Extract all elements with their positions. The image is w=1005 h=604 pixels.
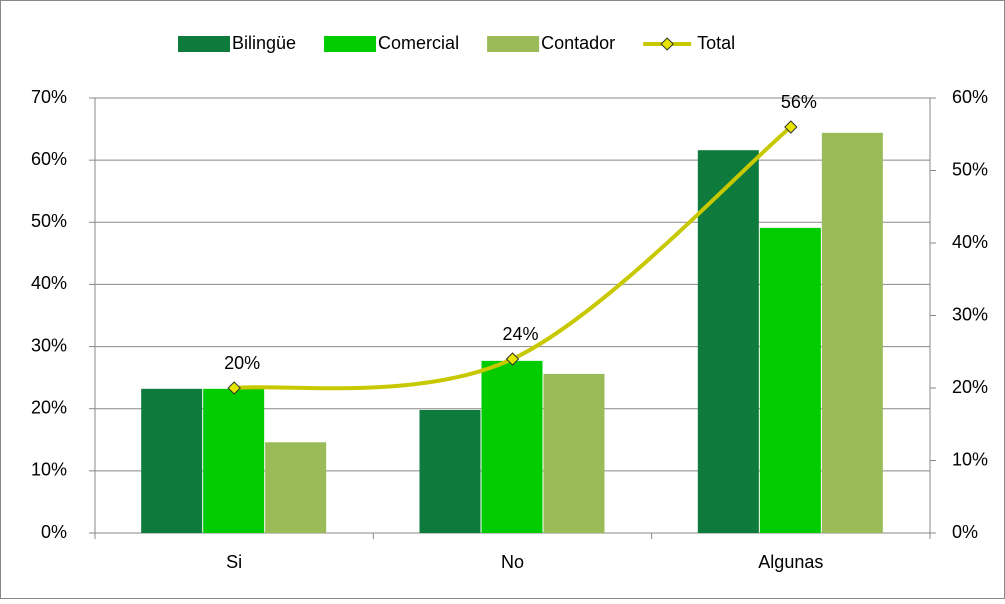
data-label: 20% bbox=[224, 353, 260, 373]
y2-tick-label: 50% bbox=[952, 159, 988, 179]
legend-label: Total bbox=[697, 33, 735, 53]
bar bbox=[419, 409, 481, 533]
bar bbox=[759, 227, 821, 533]
legend-label: Bilingüe bbox=[232, 33, 296, 53]
marker bbox=[505, 352, 520, 366]
y-tick-label: 50% bbox=[31, 211, 67, 231]
legend-label: Contador bbox=[541, 33, 615, 53]
y2-tick-label: 60% bbox=[952, 87, 988, 107]
x-tick-label: Si bbox=[226, 552, 242, 572]
bar bbox=[697, 150, 759, 533]
bar bbox=[481, 360, 543, 533]
x-tick-label: No bbox=[501, 552, 524, 572]
y-tick-label: 70% bbox=[31, 87, 67, 107]
y-tick-label: 40% bbox=[31, 273, 67, 293]
y2-tick-label: 20% bbox=[952, 377, 988, 397]
x-tick-label: Algunas bbox=[758, 552, 823, 572]
marker bbox=[227, 381, 241, 395]
y-tick-label: 10% bbox=[31, 460, 67, 480]
legend-swatch bbox=[324, 36, 377, 52]
bar bbox=[821, 132, 883, 534]
bar bbox=[141, 388, 203, 533]
y2-tick-label: 10% bbox=[952, 449, 988, 469]
legend-marker bbox=[660, 37, 674, 51]
bar bbox=[543, 373, 605, 533]
data-label: 56% bbox=[781, 92, 817, 112]
y-tick-label: 60% bbox=[31, 149, 67, 169]
y2-tick-label: 40% bbox=[952, 232, 988, 252]
legend-swatch bbox=[487, 36, 540, 52]
marker bbox=[784, 120, 798, 134]
legend-label: Comercial bbox=[378, 33, 459, 53]
bar bbox=[265, 442, 327, 533]
data-label: 24% bbox=[502, 324, 538, 344]
y-tick-label: 20% bbox=[31, 397, 67, 417]
y2-tick-label: 30% bbox=[952, 304, 988, 324]
y-tick-label: 0% bbox=[41, 522, 67, 542]
bar bbox=[203, 388, 265, 533]
legend-swatch bbox=[178, 36, 230, 52]
y-tick-label: 30% bbox=[31, 335, 67, 355]
y2-tick-label: 0% bbox=[952, 522, 978, 542]
